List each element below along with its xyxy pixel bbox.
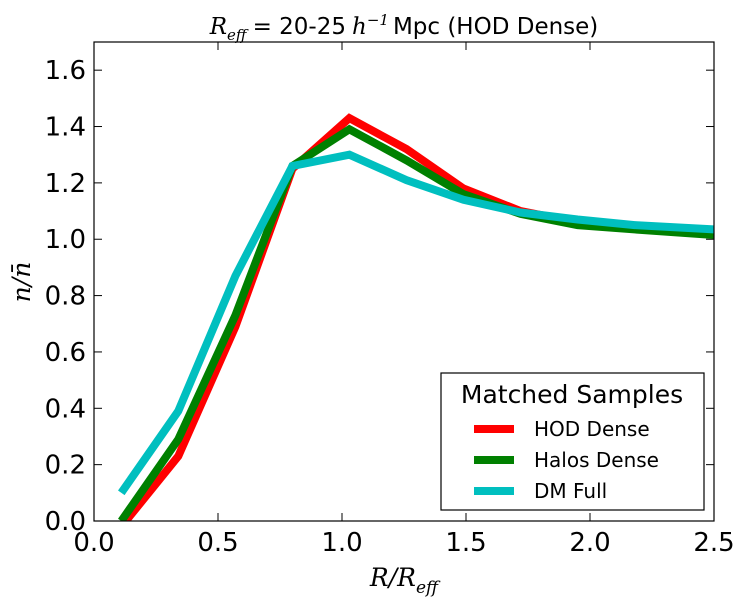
- legend-label: DM Full: [534, 479, 607, 503]
- legend-title: Matched Samples: [461, 380, 683, 409]
- x-tick-label: 2.0: [569, 528, 610, 558]
- legend-label: Halos Dense: [534, 448, 659, 472]
- ticks-layer: 0.0 0.5 1.0 1.5 2.0 2.5 0.0 0.2 0.4 0.6 0.8 1.0 1.2 1…: [45, 42, 735, 558]
- y-tick-label: 0.0: [45, 507, 86, 537]
- y-tick-label: 0.8: [45, 282, 86, 312]
- legend: Matched Samples HOD Dense Halos Dense DM F…: [440, 372, 705, 511]
- y-tick-label: 0.4: [45, 394, 86, 424]
- x-tick-label: 1.5: [445, 528, 486, 558]
- y-tick-label: 1.0: [45, 225, 86, 255]
- x-tick-label: 1.0: [321, 528, 362, 558]
- y-axis-label: n/n̄: [7, 262, 36, 303]
- y-tick-label: 1.4: [45, 113, 86, 143]
- y-tick-label: 0.2: [45, 451, 86, 481]
- legend-label: HOD Dense: [534, 417, 650, 441]
- chart-title: Reff = 20-25 h−1 Mpc (HOD Dense): [209, 11, 599, 44]
- x-tick-label: 0.5: [197, 528, 238, 558]
- y-tick-label: 1.6: [45, 56, 86, 86]
- series-line-dm-full: [118, 150, 714, 496]
- series-layer: [118, 113, 714, 521]
- x-tick-label: 0.0: [73, 528, 114, 558]
- series-line-halos-dense: [118, 124, 714, 521]
- x-tick-label: 2.5: [693, 528, 734, 558]
- legend-items: HOD Dense Halos Dense DM Full: [474, 417, 659, 503]
- x-axis-label: R/Reff: [369, 563, 441, 598]
- legend-box: [440, 372, 705, 511]
- plot-frame: [93, 41, 715, 522]
- y-tick-label: 1.2: [45, 169, 86, 199]
- y-tick-label: 0.6: [45, 338, 86, 368]
